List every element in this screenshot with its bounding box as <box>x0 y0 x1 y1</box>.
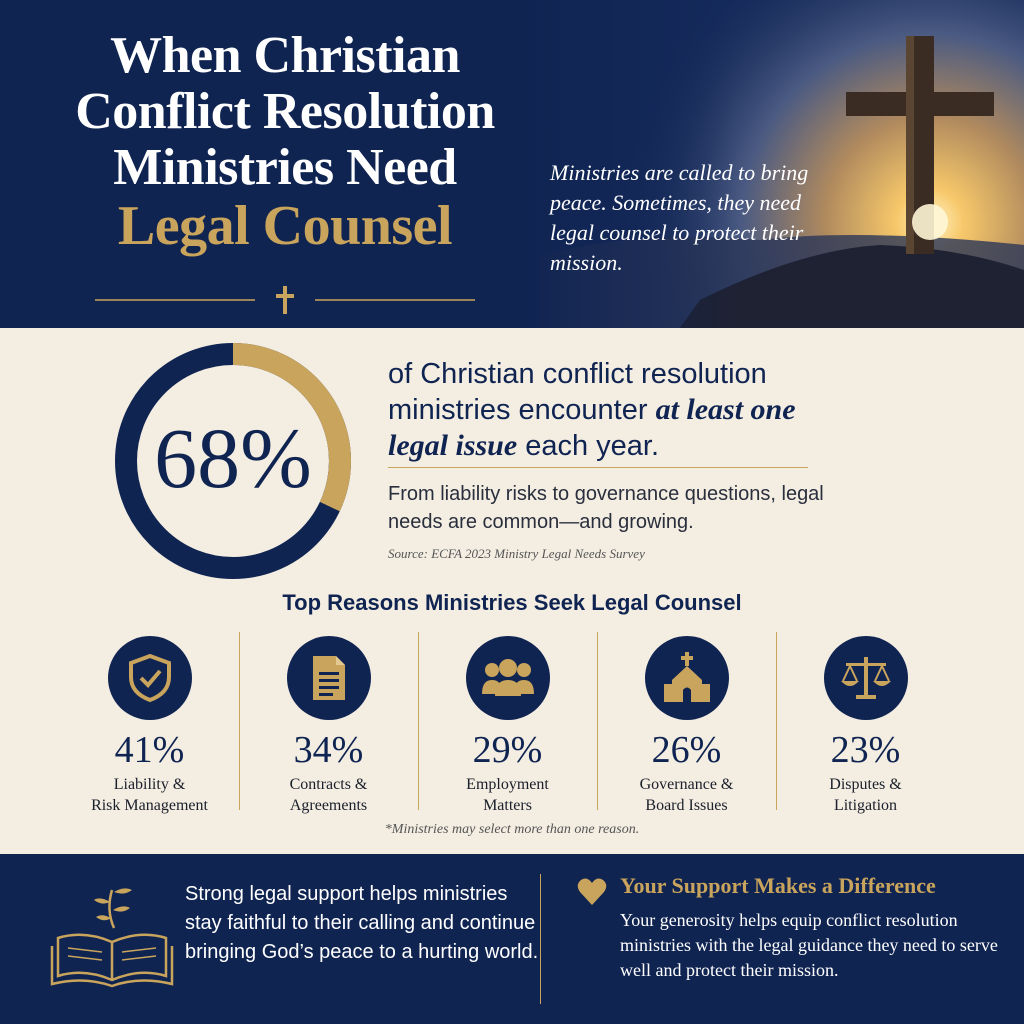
reasons-list: 41% Liability & Risk Management 34% Contr… <box>60 632 955 814</box>
header-subtitle: Ministries are called to bring peace. So… <box>550 160 809 275</box>
church-icon <box>644 636 729 720</box>
stat-divider <box>388 467 808 468</box>
open-bible-icon <box>50 888 174 988</box>
reason-item: 26% Governance & Board Issues <box>597 632 776 814</box>
scales-icon <box>823 636 908 720</box>
header-banner: When Christian Conflict Resolution Minis… <box>0 0 1024 328</box>
reason-item: 41% Liability & Risk Management <box>60 632 239 814</box>
reason-percent: 34% <box>293 729 364 771</box>
reason-item: 23% Disputes & Litigation <box>776 632 955 814</box>
support-text: Your generosity helps equip conflict res… <box>620 910 998 980</box>
reason-label: Disputes & Litigation <box>829 776 902 814</box>
people-icon <box>465 636 550 720</box>
title-line-3: Ministries Need <box>113 139 457 196</box>
reason-item: 34% Contracts & Agreements <box>239 632 418 814</box>
reason-label: Governance & Board Issues <box>639 776 734 814</box>
percent-ring-remainder <box>115 343 351 579</box>
title-line-2: Conflict Resolution <box>75 83 495 140</box>
reasons-heading: Top Reasons Ministries Seek Legal Counse… <box>282 590 742 615</box>
footer-divider <box>540 874 541 1004</box>
sunrise-cross-scene <box>0 0 1024 328</box>
reason-percent: 23% <box>830 729 901 771</box>
reason-percent: 41% <box>114 729 185 771</box>
footer-message: Strong legal support helps ministries st… <box>185 883 539 963</box>
headline-statement: of Christian conflict resolution ministr… <box>388 356 858 464</box>
stat-subtext: From liability risks to governance quest… <box>388 483 824 533</box>
heart-icon <box>577 878 607 905</box>
statement-lead: of Christian conflict resolution ministr… <box>388 358 767 426</box>
page-title: When Christian Conflict Resolution Minis… <box>20 27 550 257</box>
reason-percent: 29% <box>472 729 543 771</box>
reason-percent: 26% <box>651 729 722 771</box>
statement-tail: each year. <box>517 430 660 462</box>
shield-check-icon <box>107 636 192 720</box>
footer-banner <box>0 854 1024 1024</box>
title-divider-cross <box>95 286 475 314</box>
percent-ring <box>115 343 351 579</box>
title-line-1: When Christian <box>110 27 460 84</box>
reason-label: Contracts & Agreements <box>289 776 368 814</box>
reason-label: Liability & Risk Management <box>91 776 208 814</box>
statement-emphasis: at least one legal issue <box>388 393 796 462</box>
headline-percent: 68% <box>154 410 312 506</box>
source-note: Source: ECFA 2023 Ministry Legal Needs S… <box>388 546 645 561</box>
reasons-footnote: *Ministries may select more than one rea… <box>384 822 640 837</box>
title-highlight: Legal Counsel <box>117 195 453 257</box>
document-icon <box>286 636 371 720</box>
reason-item: 29% Employment Matters <box>418 632 597 814</box>
support-title: Your Support Makes a Difference <box>620 873 936 898</box>
reason-label: Employment Matters <box>466 776 549 814</box>
